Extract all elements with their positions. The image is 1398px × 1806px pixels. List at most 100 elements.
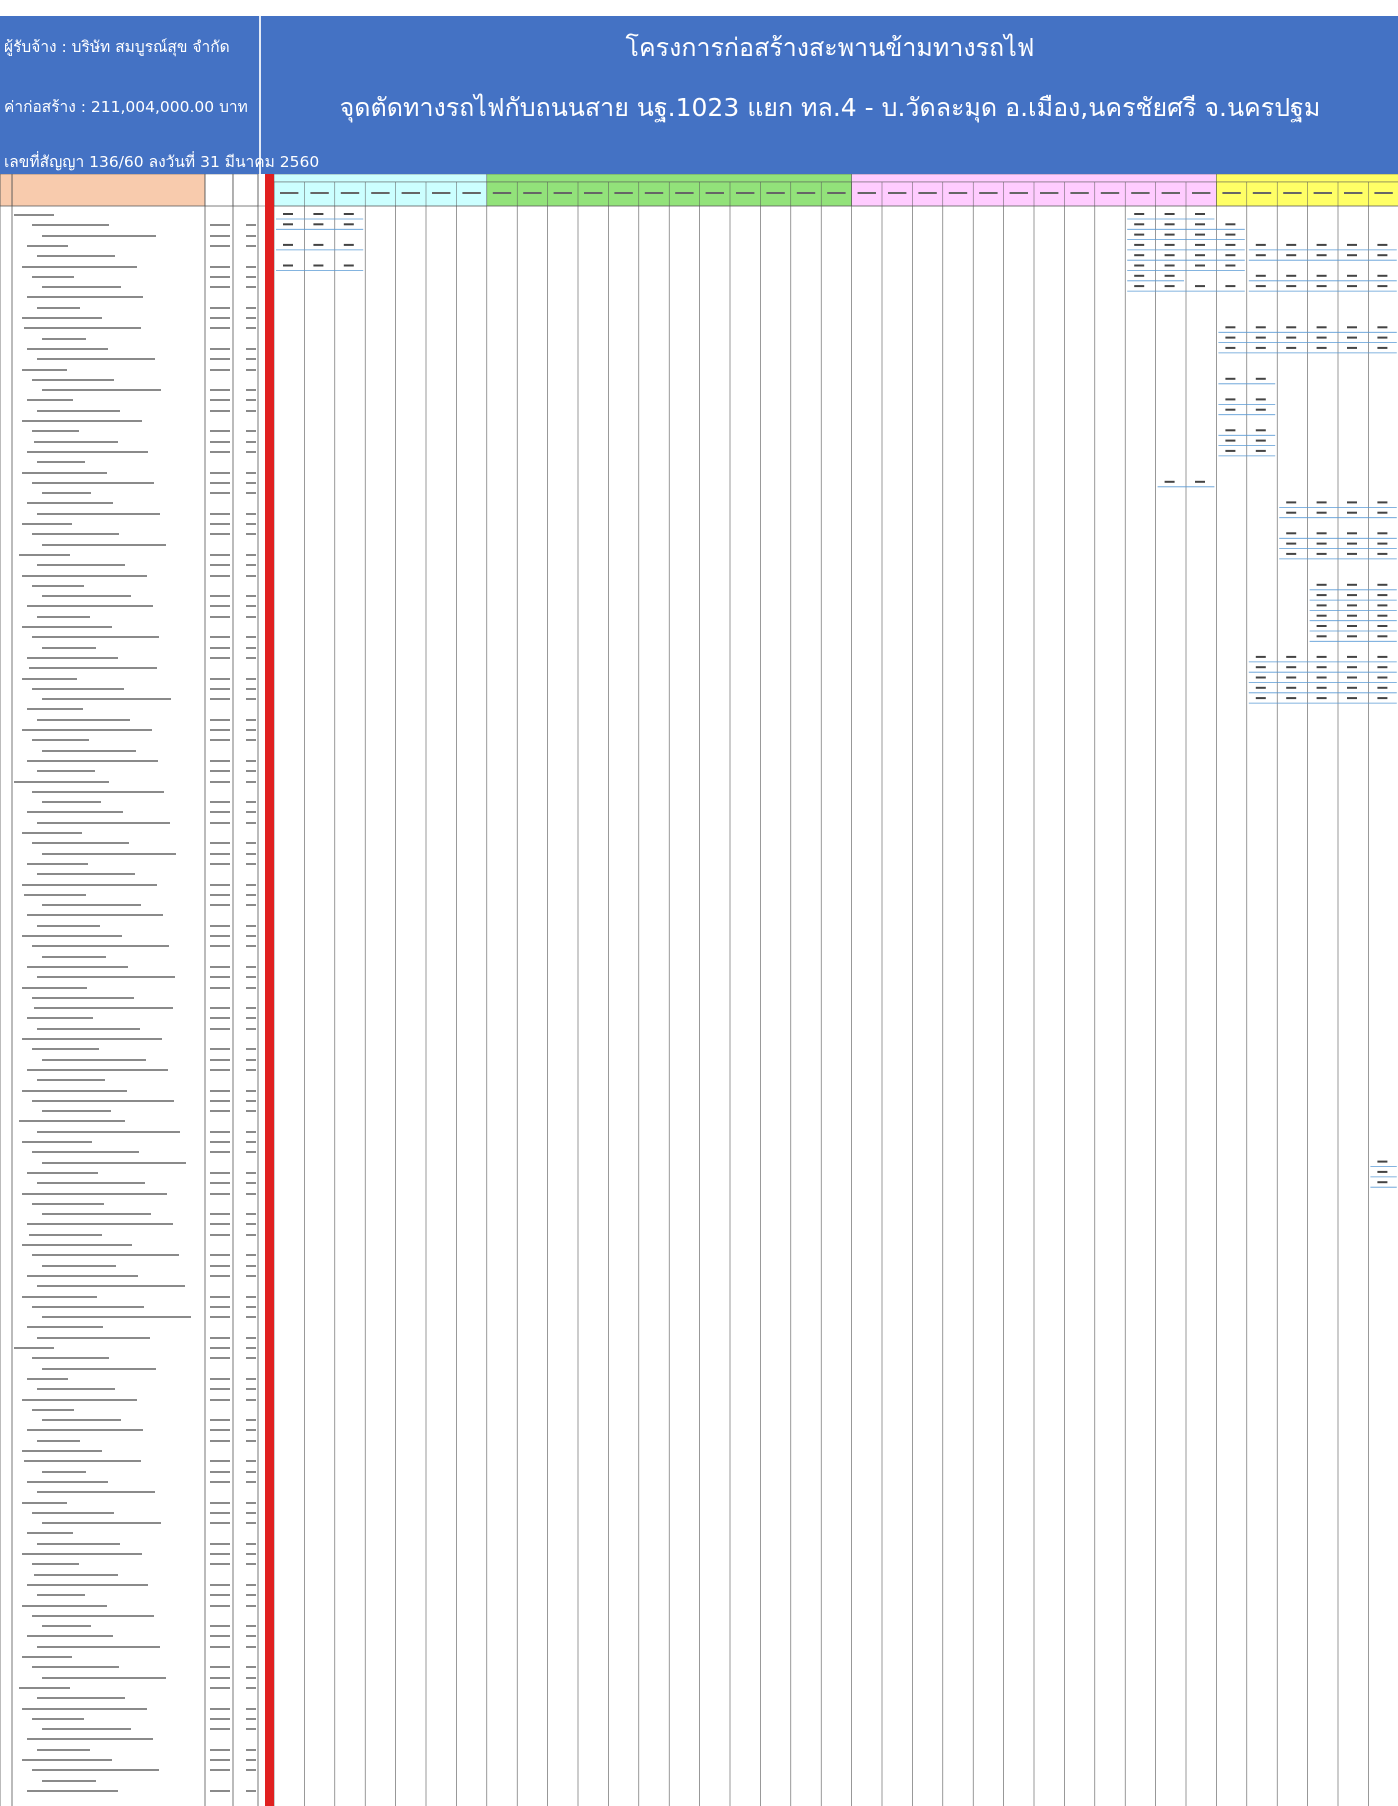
table-row [14,1765,269,1775]
task-value [1225,408,1236,411]
table-row [14,1292,269,1302]
row-amount [210,1398,230,1401]
table-row [14,787,269,797]
row-percent [246,1377,256,1380]
table-row [14,303,269,313]
task-value [283,243,293,246]
task-value [1195,243,1205,246]
row-description [22,1501,67,1504]
table-row [14,1559,269,1569]
row-amount [210,852,230,855]
row-percent [246,471,256,474]
task-value [1316,625,1327,627]
row-amount [210,1223,230,1226]
table-row [14,1631,269,1641]
task-value [1225,398,1236,401]
table-row [14,1745,269,1755]
row-amount [210,1336,230,1339]
row-percent [246,1068,256,1071]
task-value [1316,501,1327,504]
task-value [1286,655,1297,658]
table-row [14,1693,269,1703]
task-value [1316,686,1327,689]
task-value [1164,243,1175,246]
task-value [313,243,324,246]
task-value [1316,326,1327,329]
row-amount [210,1171,230,1174]
row-amount [210,1522,230,1525]
percent-header [232,174,259,207]
row-description [42,1625,91,1628]
row-amount [210,842,230,845]
row-description [32,1305,144,1308]
table-row [14,1436,269,1446]
task-value [1347,542,1357,545]
row-description [27,1377,68,1380]
month-header-label [1009,192,1028,194]
row-amount [210,1254,230,1257]
row-percent [246,1460,256,1463]
task-value [1195,233,1205,236]
table-row [14,1271,269,1281]
row-percent [246,1470,256,1473]
row-percent [246,1110,256,1113]
task-value [1164,285,1175,288]
row-amount [210,1429,230,1432]
row-percent [246,1645,256,1648]
task-value [1225,233,1236,236]
task-value [1255,346,1266,349]
row-description [42,801,101,804]
table-row [14,663,269,673]
row-description [27,1583,148,1586]
row-amount [210,615,230,618]
row-amount [210,677,230,680]
task-value [1134,223,1145,226]
month-header-label [796,192,816,194]
table-row [14,1250,269,1260]
row-percent [246,481,256,484]
table-row [14,468,269,478]
month-header-label [553,192,572,194]
table-row [14,1652,269,1662]
row-percent [246,409,256,412]
month-header-label [1252,192,1272,194]
row-amount [210,317,230,319]
task-value [1225,243,1236,246]
row-amount [210,1192,230,1195]
task-value [1286,511,1297,514]
task-value [1164,223,1175,226]
row-description [37,1285,185,1288]
month-header-label [523,192,542,194]
table-row [14,1364,269,1374]
task-value [1347,594,1357,597]
row-description [19,1686,70,1689]
row-percent [246,1130,256,1133]
row-amount [210,770,230,773]
row-percent [246,1666,256,1669]
task-value [1377,542,1388,545]
task-value [1225,254,1236,257]
table-row [14,1776,269,1786]
row-amount [210,1717,230,1720]
row-description [27,1480,108,1483]
row-percent [246,1223,256,1226]
row-percent [246,399,256,402]
table-row [14,910,269,920]
row-description [42,1676,166,1679]
task-value [1225,377,1236,380]
task-value [1316,552,1327,555]
row-percent [246,1398,256,1401]
row-description [22,626,112,628]
row-amount [210,1439,230,1442]
row-amount [210,275,230,278]
row-percent [246,1522,256,1525]
task-value [1255,429,1266,432]
row-description [32,224,109,227]
row-percent [246,1151,256,1154]
month-header-label [644,192,664,194]
task-value [1255,686,1266,689]
amount-header [204,174,234,207]
project-subtitle: จุดตัดทางรถไฟกับถนนสาย นฐ.1023 แยก ทล.4 … [339,93,1321,122]
row-amount [210,1553,230,1555]
row-percent [246,564,256,567]
